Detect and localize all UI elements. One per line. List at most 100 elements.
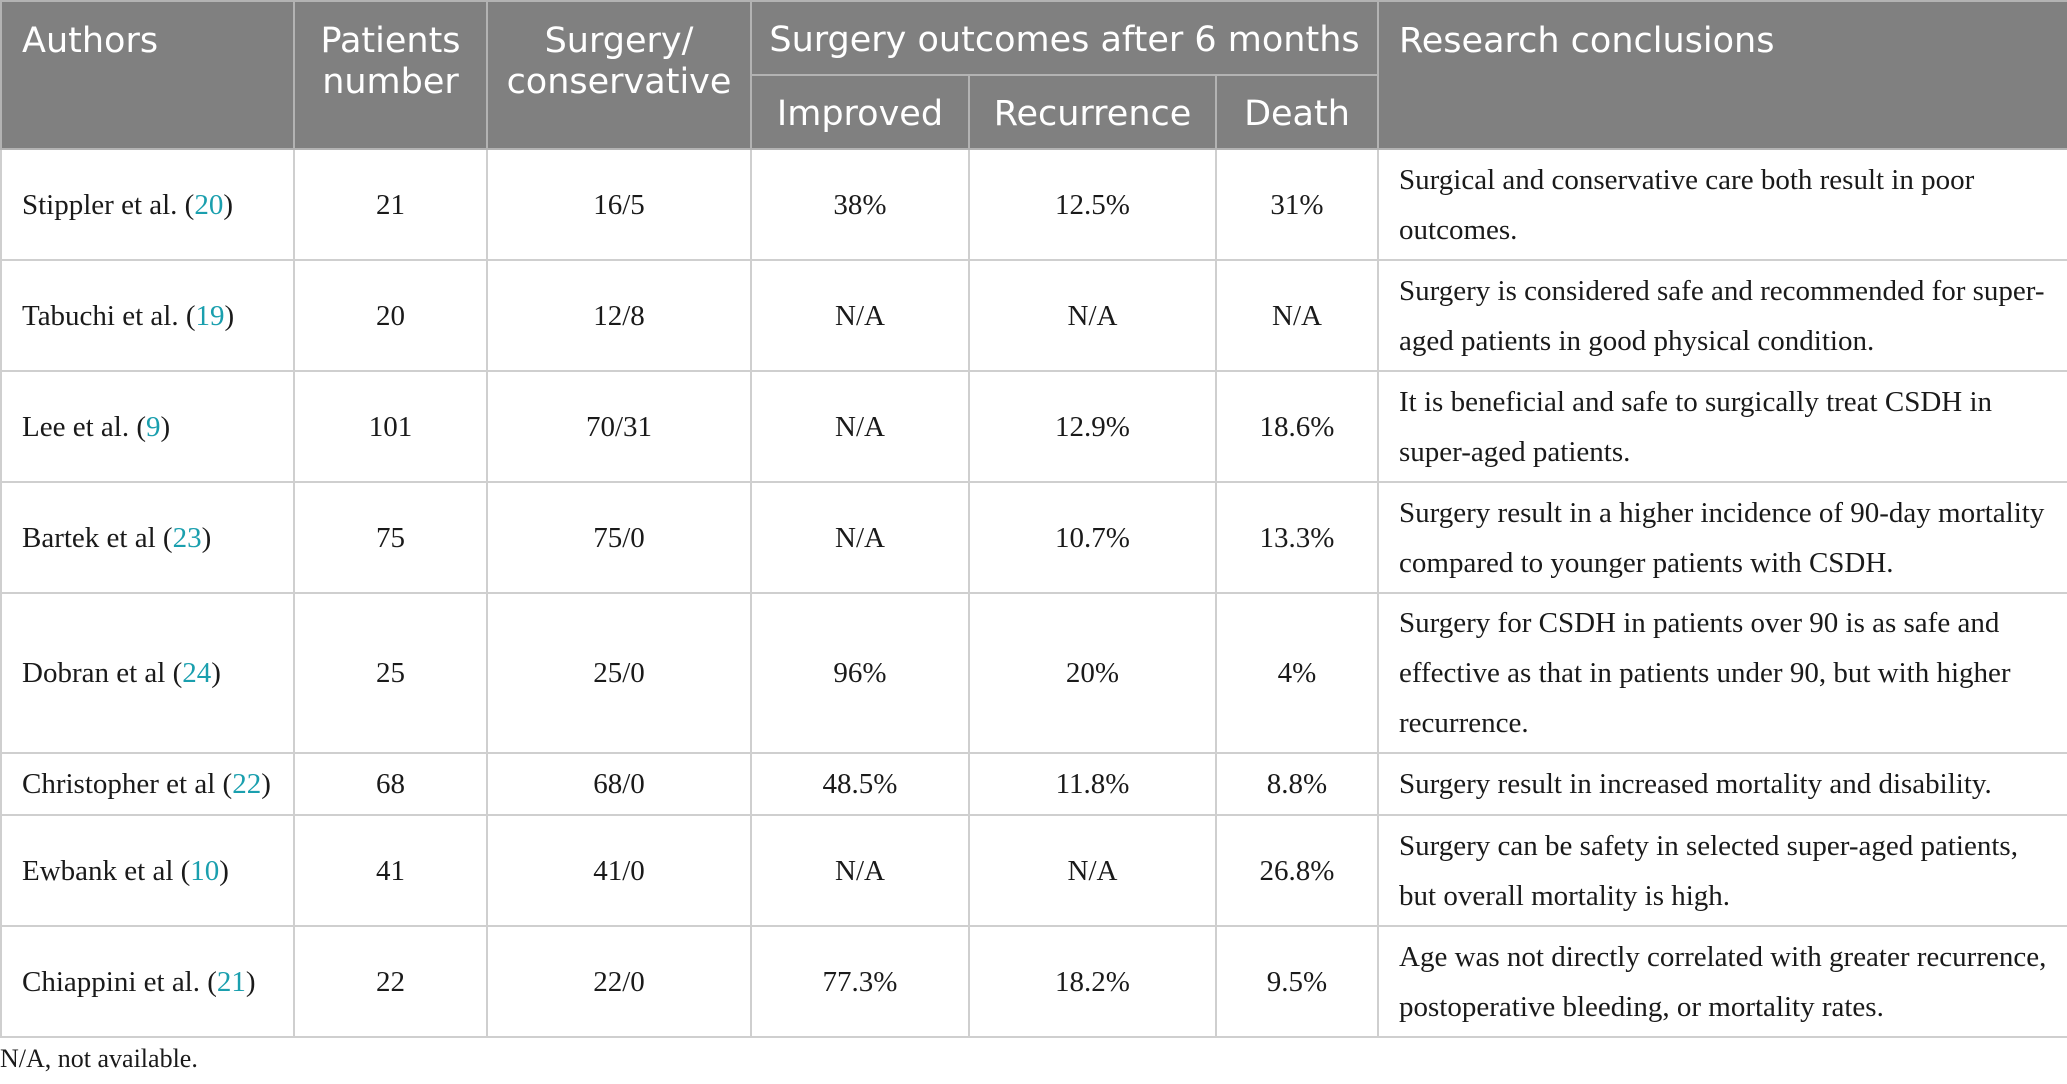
- header-authors: Authors: [0, 0, 295, 150]
- reference-link[interactable]: 24: [182, 657, 212, 689]
- recurrence-cell: 12.9%: [968, 370, 1217, 483]
- table-row: Ewbank et al (10) 41 41/0 N/A N/A 26.8% …: [0, 814, 2067, 927]
- conclusion-cell: Age was not directly correlated with gre…: [1377, 925, 2067, 1038]
- table-row: Lee et al. (9) 101 70/31 N/A 12.9% 18.6%…: [0, 370, 2067, 483]
- author-cell: Christopher et al (22): [0, 752, 295, 816]
- table-row: Dobran et al (24) 25 25/0 96% 20% 4% Sur…: [0, 592, 2067, 754]
- author-cell: Chiappini et al. (21): [0, 925, 295, 1038]
- table-header: Authors Patients number Surgery/ conserv…: [0, 0, 2067, 150]
- header-research-conclusions: Research conclusions: [1377, 0, 2067, 150]
- author-cell: Dobran et al (24): [0, 592, 295, 754]
- reference-link[interactable]: 23: [172, 521, 202, 554]
- header-improved: Improved: [750, 74, 970, 150]
- author-cell: Stippler et al. (20): [0, 148, 295, 261]
- reference-link[interactable]: 21: [216, 965, 246, 998]
- patients-cell: 25: [293, 592, 488, 754]
- reference-link[interactable]: 20: [194, 188, 224, 221]
- author-name: Dobran et al (: [22, 657, 183, 689]
- improved-cell: N/A: [750, 481, 970, 594]
- improved-cell: 96%: [750, 592, 970, 754]
- header-surgery-outcomes: Surgery outcomes after 6 months: [749, 0, 1380, 76]
- death-cell: N/A: [1214, 259, 1380, 372]
- conclusion-cell: Surgery for CSDH in patients over 90 is …: [1377, 592, 2067, 754]
- patients-cell: 101: [293, 370, 488, 483]
- surgery-cell: 75/0: [486, 481, 752, 594]
- improved-cell: 77.3%: [750, 925, 970, 1038]
- improved-cell: 48.5%: [750, 752, 970, 816]
- recurrence-cell: N/A: [968, 259, 1217, 372]
- table-row: Bartek et al (23) 75 75/0 N/A 10.7% 13.3…: [0, 481, 2067, 594]
- patients-cell: 21: [293, 148, 488, 261]
- author-paren: ): [245, 965, 256, 998]
- improved-cell: N/A: [750, 370, 970, 483]
- patients-cell: 75: [293, 481, 488, 594]
- conclusion-cell: Surgery result in increased mortality an…: [1377, 752, 2067, 816]
- header-recurrence: Recurrence: [968, 74, 1217, 150]
- patients-cell: 41: [293, 814, 488, 927]
- reference-link[interactable]: 22: [232, 768, 262, 800]
- table-footnote: N/A, not available.: [0, 1044, 198, 1073]
- death-cell: 4%: [1214, 592, 1380, 754]
- author-cell: Lee et al. (9): [0, 370, 295, 483]
- author-paren: ): [224, 299, 235, 332]
- author-cell: Ewbank et al (10): [0, 814, 295, 927]
- author-name: Tabuchi et al. (: [22, 299, 196, 332]
- improved-cell: 38%: [750, 148, 970, 261]
- author-name: Lee et al. (: [22, 410, 146, 443]
- author-name: Bartek et al (: [22, 521, 173, 554]
- recurrence-cell: N/A: [968, 814, 1217, 927]
- death-cell: 31%: [1214, 148, 1380, 261]
- header-patients-number: Patients number: [293, 0, 488, 150]
- conclusion-cell: Surgery result in a higher incidence of …: [1377, 481, 2067, 594]
- conclusion-cell: Surgical and conservative care both resu…: [1377, 148, 2067, 261]
- surgery-cell: 25/0: [486, 592, 752, 754]
- recurrence-cell: 20%: [968, 592, 1217, 754]
- recurrence-cell: 12.5%: [968, 148, 1217, 261]
- reference-link[interactable]: 10: [190, 854, 220, 887]
- recurrence-cell: 11.8%: [968, 752, 1217, 816]
- surgery-cell: 70/31: [486, 370, 752, 483]
- death-cell: 13.3%: [1214, 481, 1380, 594]
- death-cell: 8.8%: [1214, 752, 1380, 816]
- table-row: Chiappini et al. (21) 22 22/0 77.3% 18.2…: [0, 925, 2067, 1038]
- patients-cell: 22: [293, 925, 488, 1038]
- death-cell: 18.6%: [1214, 370, 1380, 483]
- author-name: Christopher et al (: [22, 768, 233, 800]
- header-death: Death: [1214, 74, 1380, 150]
- author-name: Ewbank et al (: [22, 854, 191, 887]
- patients-cell: 20: [293, 259, 488, 372]
- studies-table: Authors Patients number Surgery/ conserv…: [0, 0, 2067, 1038]
- table-row: Christopher et al (22) 68 68/0 48.5% 11.…: [0, 752, 2067, 816]
- death-cell: 26.8%: [1214, 814, 1380, 927]
- table-row: Tabuchi et al. (19) 20 12/8 N/A N/A N/A …: [0, 259, 2067, 372]
- author-paren: ): [211, 657, 221, 689]
- author-paren: ): [201, 521, 212, 554]
- surgery-cell: 16/5: [486, 148, 752, 261]
- reference-link[interactable]: 19: [195, 299, 225, 332]
- conclusion-cell: Surgery is considered safe and recommend…: [1377, 259, 2067, 372]
- surgery-cell: 68/0: [486, 752, 752, 816]
- conclusion-cell: Surgery can be safety in selected super-…: [1377, 814, 2067, 927]
- reference-link[interactable]: 9: [145, 410, 161, 443]
- author-name: Chiappini et al. (: [22, 965, 217, 998]
- recurrence-cell: 10.7%: [968, 481, 1217, 594]
- author-paren: ): [219, 854, 229, 887]
- conclusion-cell: It is beneficial and safe to surgically …: [1377, 370, 2067, 483]
- author-paren: ): [261, 768, 271, 800]
- author-cell: Bartek et al (23): [0, 481, 295, 594]
- surgery-cell: 12/8: [486, 259, 752, 372]
- author-paren: ): [223, 188, 234, 221]
- author-cell: Tabuchi et al. (19): [0, 259, 295, 372]
- death-cell: 9.5%: [1214, 925, 1380, 1038]
- patients-cell: 68: [293, 752, 488, 816]
- author-paren: ): [160, 410, 171, 443]
- surgery-cell: 22/0: [486, 925, 752, 1038]
- table-row: Stippler et al. (20) 21 16/5 38% 12.5% 3…: [0, 148, 2067, 261]
- author-name: Stippler et al. (: [22, 188, 195, 221]
- header-surgery-conservative: Surgery/ conservative: [486, 0, 752, 150]
- improved-cell: N/A: [750, 814, 970, 927]
- table-body: Stippler et al. (20) 21 16/5 38% 12.5% 3…: [0, 148, 2067, 1038]
- recurrence-cell: 18.2%: [968, 925, 1217, 1038]
- improved-cell: N/A: [750, 259, 970, 372]
